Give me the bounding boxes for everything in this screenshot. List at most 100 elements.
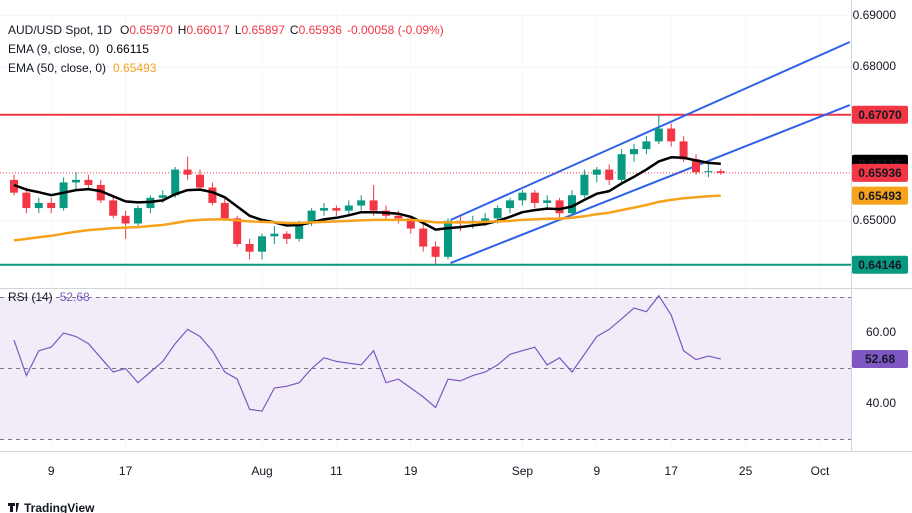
candle-body xyxy=(704,171,713,173)
price-label-box xyxy=(852,163,908,182)
x-tick-label: 17 xyxy=(665,464,679,478)
candle-body xyxy=(692,159,700,173)
candle-body xyxy=(543,200,552,203)
channel-line xyxy=(450,104,851,264)
y-tick-label: 40.00 xyxy=(866,396,896,410)
candle-body xyxy=(344,205,353,211)
candle-body xyxy=(270,233,279,237)
legend-title: AUD/USD Spot, 1D xyxy=(8,23,112,37)
candle-body xyxy=(555,200,564,214)
candle-body xyxy=(493,208,502,219)
x-tick-label: 9 xyxy=(593,464,600,478)
rsi-value: 52.68 xyxy=(60,290,90,304)
legend-value: 0.65897 xyxy=(242,23,286,37)
candle-body xyxy=(667,128,676,142)
x-tick-label: 11 xyxy=(330,464,343,478)
candle-body xyxy=(530,192,539,203)
candle-body xyxy=(109,200,118,216)
plot-layer: 0.65000 0.68000 0.69000 9 17 Aug 11 19 Sep 9 17 25 O… xyxy=(0,8,908,478)
price-label: 52.68 xyxy=(865,352,895,366)
candle-body xyxy=(332,208,341,211)
candle-body xyxy=(481,218,490,221)
candle-body xyxy=(134,208,142,224)
legend-key: L xyxy=(235,23,242,37)
legend-value: 0.66017 xyxy=(186,23,230,37)
candle-body xyxy=(34,202,43,209)
y-tick-label: 0.68000 xyxy=(853,59,897,73)
legend-series-name: EMA (50, close, 0) xyxy=(8,61,106,75)
y-tick-label: 0.69000 xyxy=(853,8,897,22)
candle-body xyxy=(158,195,167,198)
candle-body xyxy=(580,174,589,196)
candle-body xyxy=(258,236,266,252)
legend-row: EMA (50, close, 0) 0.65493 xyxy=(8,61,157,75)
candle-body xyxy=(72,179,80,183)
candle-body xyxy=(282,233,291,239)
candle-body xyxy=(208,187,217,203)
legend-value: 0.65936 xyxy=(299,23,343,37)
x-tick-label: 9 xyxy=(48,464,55,478)
ema-line xyxy=(13,156,721,231)
price-label: 0.65493 xyxy=(858,189,902,203)
candle-body xyxy=(196,174,204,188)
candle-body xyxy=(295,223,304,239)
x-tick-label: Aug xyxy=(251,464,272,478)
x-tick-label: 25 xyxy=(739,464,753,478)
price-label-box xyxy=(852,349,908,368)
candle-body xyxy=(518,192,527,201)
candle-body xyxy=(307,210,316,224)
price-label: 0.65936 xyxy=(858,166,902,180)
candle-body xyxy=(84,179,93,185)
candle-body xyxy=(220,202,229,219)
candle-body xyxy=(394,215,403,219)
ema-line xyxy=(13,194,721,242)
candle-body xyxy=(568,195,576,214)
price-label-box xyxy=(852,255,908,274)
candle-body xyxy=(679,141,688,160)
candle-body xyxy=(171,169,180,196)
candle-body xyxy=(245,243,254,252)
legend-row: EMA (9, close, 0) 0.66115 xyxy=(8,42,149,56)
legend-row: AUD/USD Spot, 1D O0.65970 H0.66017 L0.65897… xyxy=(8,23,444,37)
legend-series-value: 0.66115 xyxy=(106,42,149,56)
candle-body xyxy=(183,169,192,175)
legend-row: RSI (14) 52.68 xyxy=(8,290,90,304)
candle-body xyxy=(605,169,614,180)
legend-key: O xyxy=(120,23,129,37)
candle-body xyxy=(406,218,415,229)
legend-key: H xyxy=(178,23,187,37)
x-tick-label: 19 xyxy=(404,464,418,478)
candle-body xyxy=(716,171,725,173)
candle-body xyxy=(121,215,130,224)
candle-body xyxy=(431,246,440,257)
candle-body xyxy=(642,141,651,150)
x-tick-label: Oct xyxy=(811,464,830,478)
candle-body xyxy=(369,200,378,211)
rsi-line xyxy=(13,294,721,412)
candle-body xyxy=(96,184,105,201)
price-label: 0.67070 xyxy=(858,108,902,122)
logo-icon xyxy=(8,503,19,512)
candle-body xyxy=(444,220,452,257)
legend-value: 0.65970 xyxy=(129,23,173,37)
candle-body xyxy=(320,208,328,211)
candle-body xyxy=(617,154,626,180)
price-label: 0.64146 xyxy=(858,258,902,272)
candle-body xyxy=(654,128,663,142)
candle-body xyxy=(419,228,428,247)
channel-line xyxy=(450,41,851,221)
candle-body xyxy=(22,192,31,209)
y-tick-label: 60.00 xyxy=(866,325,896,339)
rsi-title: RSI (14) xyxy=(8,290,53,304)
legend-key: C xyxy=(290,23,299,37)
candle-body xyxy=(59,182,68,209)
logo-text: TradingView xyxy=(24,501,95,513)
price-label-box xyxy=(852,105,908,124)
candle-body xyxy=(630,149,638,155)
legend-series-value: 0.65493 xyxy=(113,61,157,75)
candle-body xyxy=(506,200,514,209)
x-tick-label: 17 xyxy=(119,464,133,478)
price-label-box xyxy=(852,186,908,205)
